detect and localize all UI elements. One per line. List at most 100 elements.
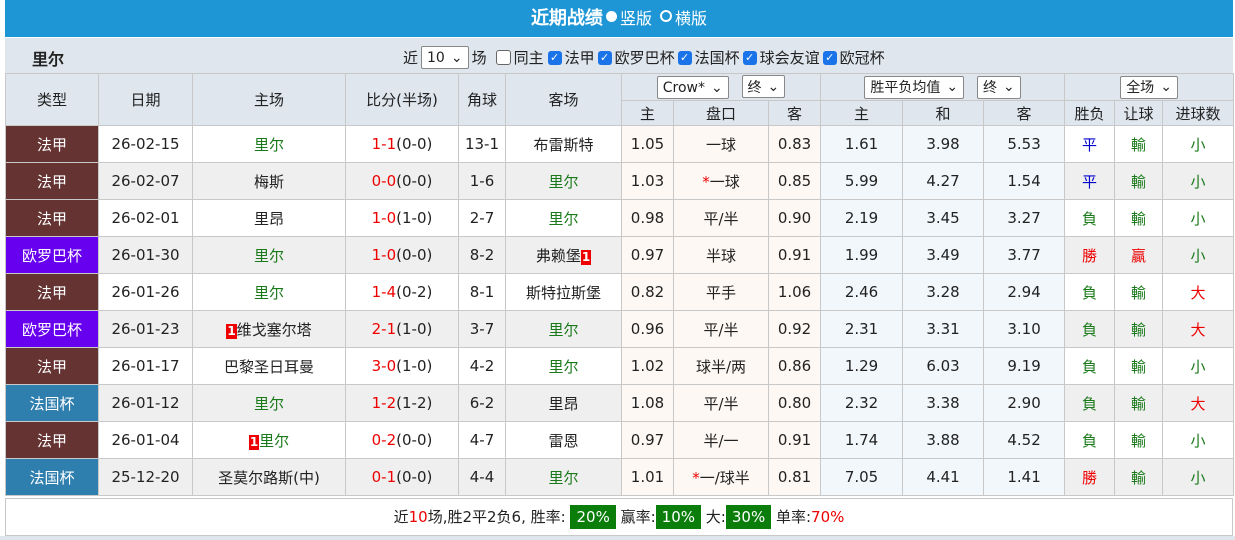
handicap-away-odds: 0.91 — [767, 236, 822, 274]
home-team[interactable]: 1维戈塞尔塔 — [192, 310, 346, 348]
away-team[interactable]: 里尔 — [505, 199, 622, 237]
checkbox-label[interactable]: 同主 — [513, 49, 544, 67]
result-wl: 負 — [1064, 384, 1116, 422]
company-value: Crow* — [662, 79, 706, 96]
home-team[interactable]: 1里尔 — [192, 421, 346, 459]
odds-home: 1.29 — [820, 347, 904, 385]
away-team[interactable]: 雷恩 — [505, 421, 622, 459]
table-row: 法国杯 26-01-12 里尔 1-2(1-2) 6-2 里昂 1.08 平/半… — [5, 384, 1235, 422]
away-team[interactable]: 里昂 — [505, 384, 622, 422]
odds-away: 2.94 — [983, 273, 1066, 311]
chevron-down-icon: ⌄ — [450, 49, 463, 66]
checkbox-label[interactable]: 欧冠杯 — [839, 49, 885, 67]
period-value: 全场 — [1126, 80, 1155, 96]
checkbox-2[interactable]: ✓ — [597, 50, 612, 65]
score[interactable]: 2-1(1-0) — [345, 310, 459, 348]
home-team[interactable]: 巴黎圣日耳曼 — [192, 347, 346, 385]
half-score: (0-0) — [396, 431, 433, 449]
result-goals: 小 — [1162, 125, 1235, 163]
score[interactable]: 3-0(1-0) — [345, 347, 459, 385]
score[interactable]: 1-4(0-2) — [345, 273, 459, 311]
handicap-away-odds: 0.80 — [767, 384, 822, 422]
away-team[interactable]: 弗赖堡1 — [505, 236, 622, 274]
col-home: 主场 — [192, 73, 346, 126]
checkbox-1[interactable]: ✓ — [547, 50, 562, 65]
full-score: 1-0 — [371, 246, 397, 264]
league-type[interactable]: 法国杯 — [5, 458, 99, 496]
full-score: 1-1 — [371, 135, 397, 153]
checkbox-3[interactable]: ✓ — [677, 50, 692, 65]
score[interactable]: 0-0(0-0) — [345, 162, 459, 200]
home-team[interactable]: 里昂 — [192, 199, 346, 237]
odds-home: 2.19 — [820, 199, 904, 237]
checkbox-label[interactable]: 欧罗巴杯 — [614, 49, 675, 67]
summary-count: 10 — [408, 508, 428, 526]
table-row: 法甲 26-01-04 1里尔 0-2(0-0) 4-7 雷恩 0.97 半/一… — [5, 421, 1235, 459]
away-team-name: 里尔 — [548, 209, 579, 228]
checkbox-5[interactable]: ✓ — [822, 50, 837, 65]
home-team[interactable]: 里尔 — [192, 236, 346, 274]
checkbox-label[interactable]: 法甲 — [564, 49, 595, 67]
league-type[interactable]: 欧罗巴杯 — [5, 236, 99, 274]
home-team[interactable]: 里尔 — [192, 125, 346, 163]
league-type[interactable]: 法甲 — [5, 273, 99, 311]
summary-text: 大: — [705, 508, 726, 526]
odds-type-select[interactable]: 胜平负均值 ⌄ — [864, 75, 965, 99]
filter-bar: 里尔 近 10 ⌄ 场 同主 ✓ 法甲 ✓ 欧罗巴杯 ✓ 法国杯 ✓ 球会友谊 ✓ 欧冠杯 — [5, 38, 1233, 73]
handicap-line: 一球 — [673, 125, 769, 163]
handicap-home-odds: 0.82 — [621, 273, 674, 311]
company-select[interactable]: Crow* ⌄ — [656, 76, 729, 99]
league-type[interactable]: 法甲 — [5, 199, 99, 237]
league-type[interactable]: 法甲 — [5, 347, 99, 385]
radio-vertical[interactable] — [605, 11, 617, 22]
score[interactable]: 0-1(0-0) — [345, 458, 459, 496]
score[interactable]: 1-1(0-0) — [345, 125, 459, 163]
score[interactable]: 0-2(0-0) — [345, 421, 459, 459]
over-rate-badge: 30% — [725, 505, 772, 529]
away-team[interactable]: 里尔 — [505, 310, 622, 348]
chevron-down-icon: ⌄ — [1002, 79, 1015, 95]
league-type[interactable]: 欧罗巴杯 — [5, 310, 99, 348]
away-team-name: 里尔 — [548, 468, 579, 487]
away-team[interactable]: 布雷斯特 — [505, 125, 622, 163]
checkbox-label[interactable]: 球会友谊 — [759, 49, 820, 67]
score[interactable]: 1-0(1-0) — [345, 199, 459, 237]
home-team[interactable]: 梅斯 — [192, 162, 346, 200]
period-select[interactable]: 全场 ⌄ — [1120, 75, 1178, 99]
home-team[interactable]: 里尔 — [192, 384, 346, 422]
away-team[interactable]: 里尔 — [505, 347, 622, 385]
odds-draw: 3.88 — [902, 421, 985, 459]
match-count-select[interactable]: 10 ⌄ — [421, 46, 469, 69]
away-team[interactable]: 斯特拉斯堡 — [505, 273, 622, 311]
score[interactable]: 1-2(1-2) — [345, 384, 459, 422]
checkbox-label[interactable]: 法国杯 — [694, 49, 740, 67]
match-date: 26-01-30 — [98, 236, 193, 274]
league-type[interactable]: 法国杯 — [5, 384, 99, 422]
handicap-stage-select[interactable]: 终 ⌄ — [741, 75, 786, 98]
table-row: 法甲 26-01-26 里尔 1-4(0-2) 8-1 斯特拉斯堡 0.82 平… — [5, 273, 1235, 311]
handicap-home-odds: 1.01 — [621, 458, 674, 496]
corners: 4-4 — [458, 458, 506, 496]
league-type[interactable]: 法甲 — [5, 421, 99, 459]
league-type[interactable]: 法甲 — [5, 125, 99, 163]
away-team[interactable]: 里尔 — [505, 162, 622, 200]
half-score: (0-0) — [396, 468, 433, 486]
handicap-away-odds: 1.06 — [767, 273, 822, 311]
checkbox-0[interactable] — [495, 50, 511, 65]
table-row: 法甲 26-02-01 里昂 1-0(1-0) 2-7 里尔 0.98 平/半 … — [5, 199, 1235, 237]
odds-draw: 4.41 — [902, 458, 985, 496]
home-team[interactable]: 里尔 — [192, 273, 346, 311]
table-row: 法甲 26-01-17 巴黎圣日耳曼 3-0(1-0) 4-2 里尔 1.02 … — [5, 347, 1235, 385]
radio-horizontal[interactable] — [660, 10, 673, 22]
odds-stage-select[interactable]: 终 ⌄ — [976, 75, 1021, 99]
score[interactable]: 1-0(0-0) — [345, 236, 459, 274]
odds-draw: 3.38 — [902, 384, 985, 422]
full-score: 2-1 — [371, 320, 397, 338]
away-team[interactable]: 里尔 — [505, 458, 622, 496]
checkbox-4[interactable]: ✓ — [742, 50, 757, 65]
league-type[interactable]: 法甲 — [5, 162, 99, 200]
result-handicap: 輸 — [1114, 421, 1164, 459]
home-team[interactable]: 圣莫尔路斯(中) — [192, 458, 346, 496]
summary-text: 赢率: — [620, 508, 656, 526]
handicap-away-odds: 0.83 — [767, 125, 822, 163]
